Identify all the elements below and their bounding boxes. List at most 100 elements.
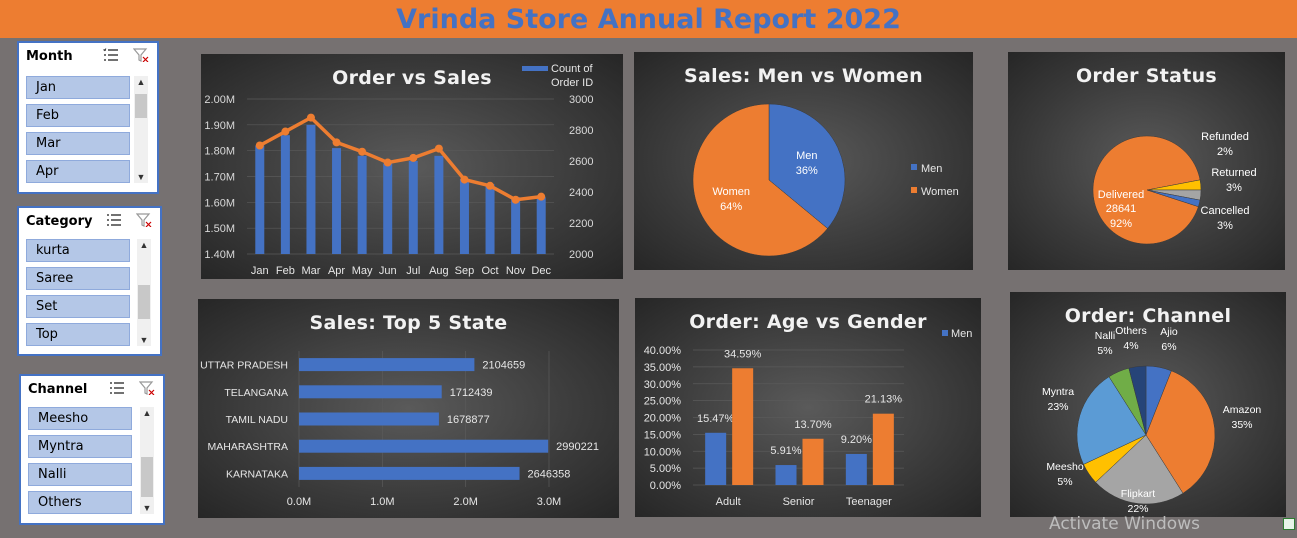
slice-percent: 5% bbox=[1097, 345, 1112, 357]
clear-filter-icon[interactable] bbox=[136, 213, 152, 227]
month-slicer-scrollbar[interactable]: ▲ ▼ bbox=[134, 76, 148, 183]
x-tick-label: Adult bbox=[716, 496, 741, 508]
pie-slice bbox=[1092, 135, 1201, 245]
line-point bbox=[537, 192, 546, 201]
slicer-item-set[interactable]: Set bbox=[26, 295, 130, 318]
legend-label: Men bbox=[921, 163, 942, 175]
category-slicer-scrollbar[interactable]: ▲ ▼ bbox=[137, 239, 151, 346]
legend-swatch bbox=[911, 164, 917, 170]
scroll-down-icon[interactable]: ▼ bbox=[136, 172, 146, 182]
slicer-item-others[interactable]: Others bbox=[28, 491, 132, 514]
bar bbox=[434, 155, 444, 254]
slicer-item-jan[interactable]: Jan bbox=[26, 76, 130, 99]
slice-label: Ajio bbox=[1160, 326, 1178, 338]
slicer-item-saree[interactable]: Saree bbox=[26, 267, 130, 290]
clear-filter-icon[interactable] bbox=[139, 381, 155, 395]
y-tick-label: MAHARASHTRA bbox=[207, 441, 288, 453]
y-tick-label: 25.00% bbox=[644, 396, 682, 408]
y2-tick-label: 2600 bbox=[569, 156, 593, 168]
slice-count: 28641 bbox=[1106, 203, 1137, 215]
slice-percent: 2% bbox=[1217, 146, 1233, 158]
legend-label: Order ID bbox=[551, 77, 593, 89]
month-slicer: Month Jan Feb Mar Apr ▲ ▼ bbox=[17, 41, 159, 194]
chart-title: Sales: Top 5 State bbox=[309, 312, 508, 334]
slice-percent: 92% bbox=[1110, 218, 1132, 230]
legend-swatch bbox=[911, 187, 917, 193]
age-gender-panel[interactable]: Order: Age vs Gender 40.00% 35.00% 30.00% 2… bbox=[635, 298, 981, 517]
scroll-up-icon[interactable]: ▲ bbox=[142, 408, 152, 418]
line-point bbox=[358, 147, 367, 156]
scroll-down-icon[interactable]: ▼ bbox=[142, 503, 152, 513]
slicer-item-meesho[interactable]: Meesho bbox=[28, 407, 132, 430]
resize-handle[interactable] bbox=[1283, 518, 1295, 530]
bar bbox=[306, 124, 316, 254]
slice-percent: 4% bbox=[1123, 340, 1138, 352]
scroll-thumb[interactable] bbox=[141, 457, 153, 497]
bar bbox=[255, 145, 265, 254]
line-point bbox=[511, 195, 520, 204]
multi-select-icon[interactable] bbox=[103, 48, 119, 62]
channel-chart: Ajio 6% Amazon 35% Flipkart 22% Meesho 5% Myntra… bbox=[1042, 325, 1261, 515]
clear-filter-icon[interactable] bbox=[133, 48, 149, 62]
slice-label: Men bbox=[796, 150, 817, 162]
order-status-panel[interactable]: Order Status Delivered 28641 92% Cancelled 3… bbox=[1008, 52, 1285, 270]
bar bbox=[775, 465, 797, 485]
bar bbox=[408, 161, 418, 254]
channel-panel[interactable]: Order: Channel Ajio 6% Amazon 35% Flipkart 22… bbox=[1010, 292, 1286, 517]
x-tick-label: 1.0M bbox=[370, 496, 394, 508]
multi-select-icon[interactable] bbox=[106, 213, 122, 227]
month-slicer-header: Month bbox=[19, 43, 157, 69]
scroll-thumb[interactable] bbox=[135, 94, 147, 118]
scroll-up-icon[interactable]: ▲ bbox=[139, 240, 149, 250]
slicer-item-myntra[interactable]: Myntra bbox=[28, 435, 132, 458]
multi-select-icon[interactable] bbox=[109, 381, 125, 395]
slicer-item-apr[interactable]: Apr bbox=[26, 160, 130, 183]
x-tick-label: Mar bbox=[301, 265, 320, 277]
line-point bbox=[409, 153, 418, 162]
bar bbox=[299, 439, 549, 453]
bar bbox=[485, 184, 495, 254]
x-tick-label: Jul bbox=[406, 265, 420, 277]
y-tick-label: 10.00% bbox=[644, 446, 682, 458]
bar bbox=[872, 413, 894, 485]
slicer-item-mar[interactable]: Mar bbox=[26, 132, 130, 155]
bar bbox=[802, 438, 824, 485]
legend-label: Women bbox=[921, 186, 959, 198]
channel-slicer-scrollbar[interactable]: ▲ ▼ bbox=[140, 407, 154, 514]
men-women-panel[interactable]: Sales: Men vs Women Men 36% Women 64% Men Wom… bbox=[634, 52, 973, 270]
scroll-up-icon[interactable]: ▲ bbox=[136, 77, 146, 87]
data-label: 9.20% bbox=[841, 434, 872, 446]
slicer-item-nalli[interactable]: Nalli bbox=[28, 463, 132, 486]
channel-slicer-title: Channel bbox=[28, 381, 88, 397]
activate-windows-watermark: Activate Windows bbox=[1049, 514, 1200, 534]
data-label: 1678877 bbox=[447, 414, 490, 426]
slicer-item-kurta[interactable]: kurta bbox=[26, 239, 130, 262]
slicer-item-feb[interactable]: Feb bbox=[26, 104, 130, 127]
x-tick-label: Sep bbox=[455, 265, 475, 277]
slice-label: Refunded bbox=[1201, 131, 1249, 143]
bar bbox=[511, 197, 521, 254]
x-tick-label: Jan bbox=[251, 265, 269, 277]
y-tick-label: 20.00% bbox=[644, 413, 682, 425]
y-tick-label: 1.90M bbox=[204, 120, 235, 132]
y-tick-label: 35.00% bbox=[644, 362, 682, 374]
top-state-panel[interactable]: Sales: Top 5 State 0.0M 1.0M 2.0M 3.0M UTTAR… bbox=[198, 299, 619, 518]
x-tick-label: Senior bbox=[783, 496, 815, 508]
x-tick-label: 2.0M bbox=[453, 496, 477, 508]
y-tick-label: 1.70M bbox=[204, 172, 235, 184]
y-tick-label: 5.00% bbox=[650, 463, 681, 475]
slice-label: Myntra bbox=[1042, 386, 1074, 398]
channel-slicer-header: Channel bbox=[21, 376, 163, 402]
scroll-thumb[interactable] bbox=[138, 285, 150, 319]
scroll-down-icon[interactable]: ▼ bbox=[139, 335, 149, 345]
y-tick-label: TELANGANA bbox=[224, 387, 288, 399]
order-sales-panel[interactable]: Order vs Sales 2.00M 1.90M 1.80M 1.70M 1.60M… bbox=[201, 54, 623, 279]
slicer-item-top[interactable]: Top bbox=[26, 323, 130, 346]
men-women-chart: Men 36% Women 64% Men Women bbox=[692, 103, 959, 257]
pie-slice bbox=[1145, 370, 1216, 494]
data-label: 2646358 bbox=[528, 468, 571, 480]
month-slicer-title: Month bbox=[26, 48, 73, 64]
x-tick-label: Feb bbox=[276, 265, 295, 277]
y-tick-label: 30.00% bbox=[644, 379, 682, 391]
data-label: 5.91% bbox=[770, 445, 801, 457]
